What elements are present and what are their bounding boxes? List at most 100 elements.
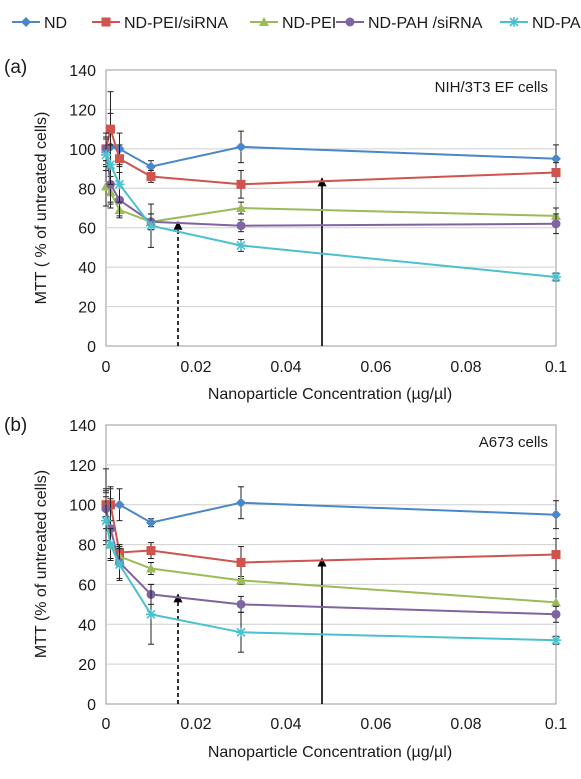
panel-a-point-nd_pei_sirna-3 — [146, 171, 156, 181]
panel-a-point-nd_pei_sirna-1 — [106, 124, 115, 134]
panel-b-point-nd_pah-1 — [105, 539, 116, 550]
panel-b-gridlines — [106, 464, 556, 665]
panel-a-point-nd_pah-3 — [146, 220, 156, 231]
panel-b-x-tick-label-0: 0 — [102, 716, 111, 733]
panel-a-x-tick-label-1: 0.02 — [180, 359, 211, 376]
panel-a-tick-labels: 0 20 40 60 80 100 120 140 0 0.02 0.04 0.06 0.08 0.1 — [69, 63, 567, 376]
legend-marker-nd_pah — [509, 17, 519, 27]
legend-label-nd_pah_sirna: ND-PAH /siRNA — [368, 15, 483, 32]
panel-b-x-tick-label-5: 0.1 — [545, 716, 567, 733]
panel-b-point-nd-5 — [551, 509, 561, 520]
legend-label-nd_pei: ND-PEI — [282, 15, 336, 32]
panel-a-point-nd_pah-1 — [105, 159, 116, 170]
panel-a-series-nd_pah — [101, 138, 561, 282]
panel-a-series-line-nd_pah — [105, 154, 557, 278]
panel-b-x-tick-label-3: 0.06 — [360, 716, 391, 733]
panel-b-series-nd_pah — [101, 496, 561, 653]
panel-a-plot-frame — [105, 69, 557, 347]
legend-item-nd: ND — [12, 15, 67, 32]
panel-b-series-line-nd_pei — [105, 506, 557, 604]
legend-marker-nd_pah_sirna — [345, 17, 355, 27]
panel-b-point-nd_pah_sirna-4 — [236, 599, 246, 609]
panel-b-point-nd-4 — [236, 497, 246, 508]
panel-a-arrows — [173, 177, 327, 346]
panel-b-chart: (b) A673 cells Nanoparticle Concentratio… — [4, 415, 567, 761]
panel-b-y-tick-label-100: 100 — [69, 498, 96, 515]
panel-b-point-nd_pei_sirna-3 — [146, 546, 156, 556]
panel-a-gridlines — [106, 108, 556, 308]
panel-a-series-line-nd_pah_sirna — [105, 148, 557, 227]
panel-b-y-tick-label-140: 140 — [69, 418, 96, 435]
panel-b-point-nd_pah-2 — [114, 559, 125, 570]
panel-b-series-nd_pei_sirna — [101, 488, 561, 579]
panel-b-series — [101, 468, 561, 653]
panel-a-y-tick-label-140: 140 — [69, 63, 96, 80]
panel-a-series — [101, 91, 561, 282]
panel-b-point-nd-3 — [146, 517, 156, 528]
panel-b-y-axis-title: MTT (% of untreated cells) — [33, 470, 50, 658]
panel-a-cell-line-note: NIH/3T3 EF cells — [435, 79, 548, 96]
panel-b-y-tick-label-60: 60 — [78, 577, 96, 594]
panel-a-series-nd_pei — [101, 166, 561, 231]
legend-label-nd: ND — [44, 15, 67, 32]
panel-a-x-tick-label-0: 0 — [102, 359, 111, 376]
panel-b-plot-frame — [105, 424, 557, 705]
panel-a-y-tick-label-120: 120 — [69, 102, 96, 119]
panel-a-point-nd_pah-0 — [101, 149, 111, 160]
legend-marker-nd_pei_sirna — [101, 17, 111, 27]
panel-a-x-axis-title: Nanoparticle Concentration (µg/µl) — [208, 386, 452, 403]
panel-b-tick-labels: 0 20 40 60 80 100 120 140 0 0.02 0.04 0.06 0.08 0.1 — [69, 418, 567, 733]
panel-b-point-nd_pei-4 — [236, 575, 246, 585]
panel-a-x-tick-label-2: 0.04 — [270, 359, 301, 376]
panel-a-point-nd-4 — [236, 141, 246, 152]
panel-b-x-axis-title: Nanoparticle Concentration (µg/µl) — [208, 744, 452, 761]
panel-a-chart: (a) NIH/3T3 EF cells Nanoparticle Concen… — [4, 57, 567, 403]
panel-a-point-nd_pah-2 — [114, 179, 125, 190]
panel-b-point-nd_pah-4 — [236, 627, 246, 638]
panel-a-y-tick-label-0: 0 — [87, 339, 96, 356]
panel-b-point-nd_pah-5 — [551, 635, 561, 646]
legend-marker-nd_pei — [259, 17, 269, 26]
legend-marker-nd — [21, 17, 31, 27]
panel-a-y-axis-title: MTT ( % of untreated cells) — [33, 112, 50, 305]
panel-b-point-nd_pei_sirna-4 — [236, 558, 246, 568]
panel-b-arrows — [173, 557, 327, 704]
panel-a-x-tick-label-5: 0.1 — [545, 359, 567, 376]
panel-a-point-nd_pah_sirna-4 — [236, 221, 246, 231]
panel-a-y-tick-label-60: 60 — [78, 221, 96, 238]
panel-b-y-tick-label-0: 0 — [87, 697, 96, 714]
panel-a-point-nd-5 — [551, 153, 561, 164]
panel-b-x-tick-label-4: 0.08 — [450, 716, 481, 733]
panel-a-y-tick-label-80: 80 — [78, 181, 96, 198]
panel-b-point-nd-2 — [114, 499, 125, 510]
panel-b-y-tick-label-120: 120 — [69, 458, 96, 475]
panel-b-point-nd_pei-5 — [551, 597, 561, 607]
panel-b-series-line-nd_pei_sirna — [106, 503, 557, 564]
legend-item-nd_pei: ND-PEI — [250, 15, 336, 32]
panel-b-point-nd_pah-0 — [101, 515, 111, 526]
panel-a-point-nd_pah_sirna-5 — [551, 219, 561, 229]
panel-b-cell-line-note: A673 cells — [479, 434, 548, 451]
panel-b-x-tick-label-1: 0.02 — [180, 716, 211, 733]
panel-a-point-nd_pei_sirna-2 — [115, 154, 124, 164]
panel-a-series-line-nd_pei — [105, 185, 557, 223]
legend-item-nd_pei_sirna: ND-PEI/siRNA — [92, 15, 228, 32]
panel-b-label: (b) — [4, 415, 27, 436]
legend: ND ND-PEI/siRNA ND-PEI ND-PAH /siRNA ND-PAH — [12, 15, 581, 32]
legend-item-nd_pah_sirna: ND-PAH /siRNA — [336, 15, 483, 32]
panel-b-y-tick-label-20: 20 — [78, 657, 96, 674]
panel-b-series-line-nd_pah — [105, 520, 557, 642]
panel-a-point-nd-3 — [146, 161, 156, 172]
panel-a-point-nd_pei-4 — [236, 203, 246, 212]
panel-a-y-tick-label-20: 20 — [78, 300, 96, 317]
panel-a-series-nd — [101, 91, 561, 203]
panel-a-x-tick-label-3: 0.06 — [360, 359, 391, 376]
panel-b-y-tick-label-40: 40 — [78, 617, 96, 634]
panel-a-label: (a) — [4, 57, 27, 78]
legend-label-nd_pah: ND-PAH — [532, 15, 581, 32]
panel-a-point-nd_pei_sirna-5 — [551, 168, 561, 178]
legend-item-nd_pah: ND-PAH — [500, 15, 581, 32]
legend-label-nd_pei_sirna: ND-PEI/siRNA — [124, 15, 228, 32]
